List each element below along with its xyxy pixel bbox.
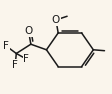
Text: O: O [24,26,32,36]
Text: O: O [51,15,60,25]
Text: F: F [3,41,9,51]
Text: F: F [12,60,18,70]
Text: F: F [23,54,29,64]
